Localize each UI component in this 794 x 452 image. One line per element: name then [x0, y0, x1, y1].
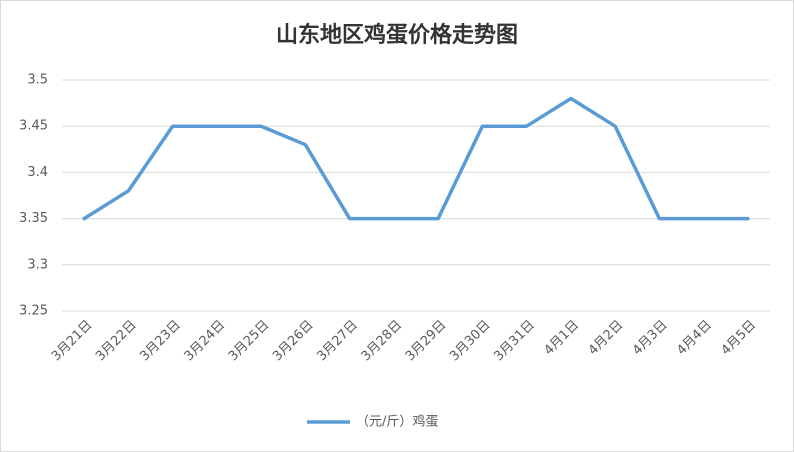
- y-tick-label: 3.25: [19, 304, 48, 319]
- line-series: [82, 96, 750, 221]
- chart-title: 山东地区鸡蛋价格走势图: [276, 22, 518, 48]
- y-tick-label: 3.45: [19, 119, 48, 134]
- y-tick-label: 3.4: [27, 165, 48, 180]
- y-tick-label: 3.35: [19, 211, 48, 226]
- y-tick-label: 3.3: [27, 257, 48, 272]
- y-tick-label: 3.5: [27, 73, 48, 88]
- legend-label: （元/斤）鸡蛋: [356, 414, 438, 430]
